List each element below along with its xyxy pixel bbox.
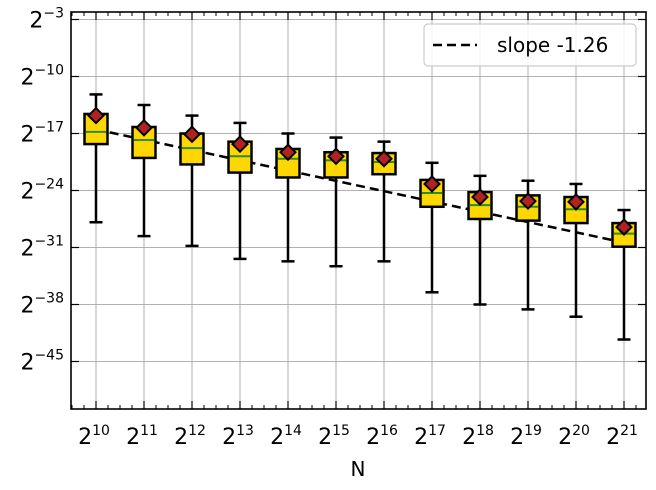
x-tick-label: 212 — [174, 423, 206, 450]
x-tick-label: 218 — [462, 423, 494, 450]
box-13 — [227, 121, 253, 261]
boxes — [83, 93, 637, 341]
x-tick-label: 216 — [366, 423, 398, 450]
box-10 — [83, 93, 109, 224]
box-12 — [179, 114, 205, 248]
mean-marker — [327, 147, 345, 166]
mean-marker — [375, 149, 393, 168]
box-11 — [131, 103, 157, 238]
mean-marker — [471, 188, 489, 206]
box-21 — [611, 208, 637, 341]
box-14 — [275, 132, 301, 263]
x-tick-label: 219 — [510, 423, 542, 450]
mean-marker — [231, 135, 249, 153]
plot-frame — [70, 11, 647, 410]
fit-line-group — [95, 128, 625, 244]
grid — [71, 12, 646, 409]
box-15 — [323, 136, 349, 268]
mean-marker — [183, 125, 201, 144]
y-tick-label: 2−17 — [20, 120, 64, 148]
x-tick-label: 221 — [606, 423, 638, 450]
x-tick-label: 217 — [414, 423, 446, 450]
legend: slope -1.26 — [423, 23, 637, 67]
mean-marker — [87, 106, 105, 125]
legend-box — [423, 23, 637, 67]
y-tick-label: 2−3 — [29, 6, 64, 34]
x-tick-label: 213 — [222, 423, 254, 450]
box-17 — [419, 161, 445, 294]
mean-marker — [279, 143, 297, 162]
box-16 — [371, 140, 397, 263]
x-axis-label: N — [351, 457, 366, 481]
x-tick-label: 215 — [318, 423, 350, 450]
y-tick-label: 2−31 — [20, 234, 64, 262]
legend-label: slope -1.26 — [497, 33, 608, 57]
mean-marker — [519, 192, 537, 210]
fit-line — [95, 128, 625, 244]
x-tick-label: 220 — [558, 423, 590, 450]
x-tick-label: 211 — [126, 423, 158, 450]
y-tick-label: 2−10 — [20, 63, 64, 91]
mean-marker — [567, 192, 585, 211]
x-tick-label: 210 — [78, 423, 110, 450]
y-tick-label: 2−38 — [20, 291, 64, 319]
y-tick-label: 2−24 — [20, 177, 64, 205]
box-18 — [467, 174, 493, 306]
axes: 210 211 212 213 214 215 216 217 218 219 220 221 2−3 2… — [20, 6, 647, 450]
x-tick-label: 214 — [270, 423, 302, 450]
mean-marker — [423, 175, 441, 193]
mean-marker — [615, 218, 633, 237]
y-tick-label: 2−45 — [20, 348, 64, 376]
box-20 — [563, 182, 589, 318]
mean-marker — [135, 118, 153, 137]
box-19 — [515, 179, 541, 311]
